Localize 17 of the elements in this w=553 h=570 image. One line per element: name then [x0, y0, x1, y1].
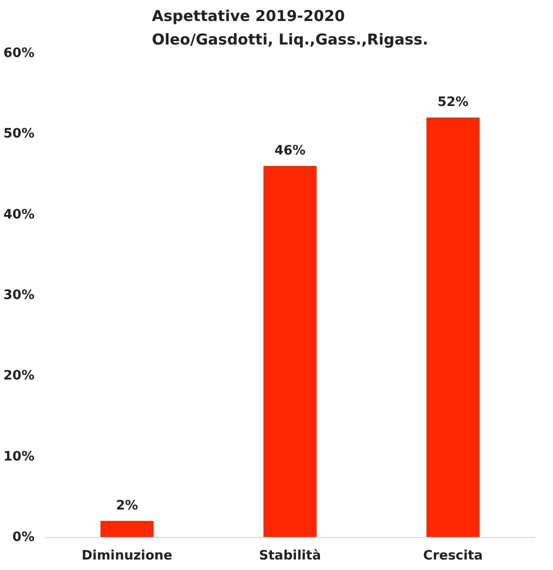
y-tick-label: 30%: [3, 288, 35, 303]
y-tick-label: 10%: [3, 449, 35, 464]
y-tick-label: 0%: [12, 530, 35, 545]
y-tick-label: 50%: [3, 126, 35, 142]
y-tick-label: 60%: [3, 46, 35, 61]
data-label: 46%: [274, 143, 306, 158]
y-tick-label: 40%: [3, 207, 35, 222]
bar: [426, 118, 480, 538]
x-tick-label: Crescita: [423, 548, 483, 564]
data-label: 52%: [437, 95, 469, 110]
chart-title: Aspettative 2019-2020 Oleo/Gasdotti, Liq.,Gass.,Rigass.: [152, 7, 428, 48]
bar: [100, 520, 154, 538]
data-label: 2%: [116, 498, 138, 514]
x-tick-label: Diminuzione: [82, 548, 173, 564]
x-tick-label: Stabilità: [258, 548, 322, 564]
bar: [263, 166, 317, 538]
y-tick-label: 20%: [3, 368, 35, 384]
